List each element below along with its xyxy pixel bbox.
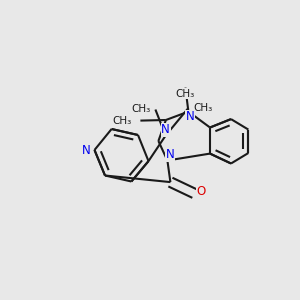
Text: N: N: [82, 143, 91, 157]
Text: O: O: [196, 184, 206, 198]
Text: CH₃: CH₃: [193, 103, 212, 113]
Text: N: N: [185, 110, 194, 124]
Text: CH₃: CH₃: [112, 116, 131, 126]
Text: CH₃: CH₃: [176, 88, 195, 99]
Text: N: N: [161, 123, 170, 136]
Text: N: N: [166, 148, 175, 161]
Text: CH₃: CH₃: [132, 104, 151, 115]
